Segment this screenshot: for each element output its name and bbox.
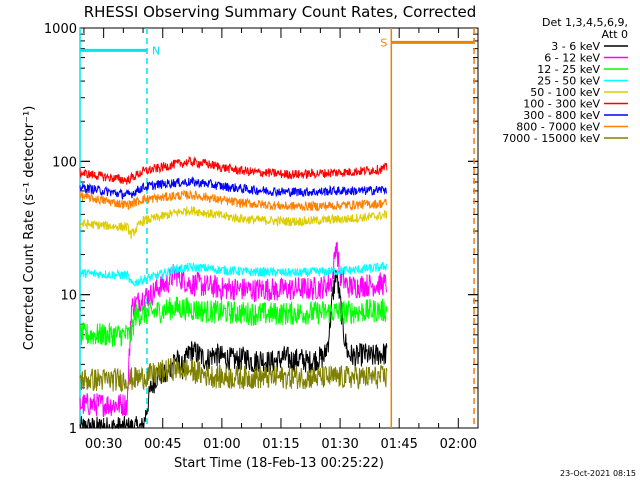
attenuator-annotations: NS — [79, 28, 475, 428]
legend-entry-label: 800 - 7000 keV — [516, 121, 600, 134]
legend-entry-label: 100 - 300 keV — [523, 98, 600, 111]
legend-entry-label: 25 - 50 keV — [537, 75, 600, 88]
x-tick-label: 00:45 — [144, 437, 181, 452]
series-line — [79, 206, 388, 240]
y-tick-label: 10 — [60, 289, 77, 304]
generation-timestamp: 23-Oct-2021 08:15 — [560, 469, 636, 478]
y-tick-label: 100 — [52, 155, 77, 170]
series-line — [79, 176, 387, 201]
x-tick-label: 01:45 — [380, 437, 417, 452]
legend-entry-label: 12 - 25 keV — [537, 63, 600, 76]
plot-area-frame — [79, 27, 479, 429]
series-line — [79, 261, 387, 287]
x-tick-label: 00:30 — [85, 437, 122, 452]
chart-title: RHESSI Observing Summary Count Rates, Co… — [84, 3, 477, 21]
x-axis-label: Start Time (18-Feb-13 00:25:22) — [174, 456, 384, 471]
x-tick-label: 01:15 — [262, 437, 299, 452]
legend-header-line-2: Att 0 — [602, 28, 628, 41]
series-lines — [79, 155, 388, 430]
series-line — [79, 357, 388, 392]
y-axis-label: Corrected Count Rate (s⁻¹ detector⁻¹) — [22, 106, 37, 351]
legend-entry-label: 300 - 800 keV — [523, 109, 600, 122]
series-line — [79, 241, 388, 418]
legend-entry-label: 7000 - 15000 keV — [502, 132, 600, 145]
axis-ticks — [80, 27, 479, 429]
series-line — [79, 270, 388, 430]
y-tick-label: 1000 — [44, 22, 77, 37]
legend-entry-label: 50 - 100 keV — [530, 86, 600, 99]
legend-entry-label: 6 - 12 keV — [544, 52, 600, 65]
series-line — [79, 296, 388, 347]
series-line — [79, 189, 388, 212]
series-line — [79, 155, 388, 185]
x-tick-labels: 00:30 00:45 01:00 01:15 01:30 01:45 02:00 — [85, 437, 477, 452]
x-tick-label: 01:30 — [321, 437, 358, 452]
annotation-label: S — [380, 36, 387, 49]
y-tick-labels: 1 10 100 1000 — [44, 22, 77, 437]
x-tick-label: 01:00 — [203, 437, 240, 452]
legend-entry-label: 3 - 6 keV — [551, 40, 600, 53]
legend-header-line-1: Det 1,3,4,5,6,9, — [542, 16, 628, 29]
annotation-label: N — [152, 44, 160, 57]
y-tick-label: 1 — [69, 422, 77, 437]
x-tick-label: 02:00 — [440, 437, 477, 452]
